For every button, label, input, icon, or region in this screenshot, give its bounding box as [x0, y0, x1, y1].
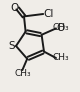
Text: CH₃: CH₃ — [14, 69, 31, 78]
Text: CH₃: CH₃ — [52, 54, 69, 62]
Text: CH₃: CH₃ — [53, 23, 70, 32]
Text: O: O — [57, 23, 65, 33]
Text: Cl: Cl — [43, 9, 54, 19]
Text: S: S — [8, 41, 15, 51]
Text: O: O — [10, 3, 19, 13]
